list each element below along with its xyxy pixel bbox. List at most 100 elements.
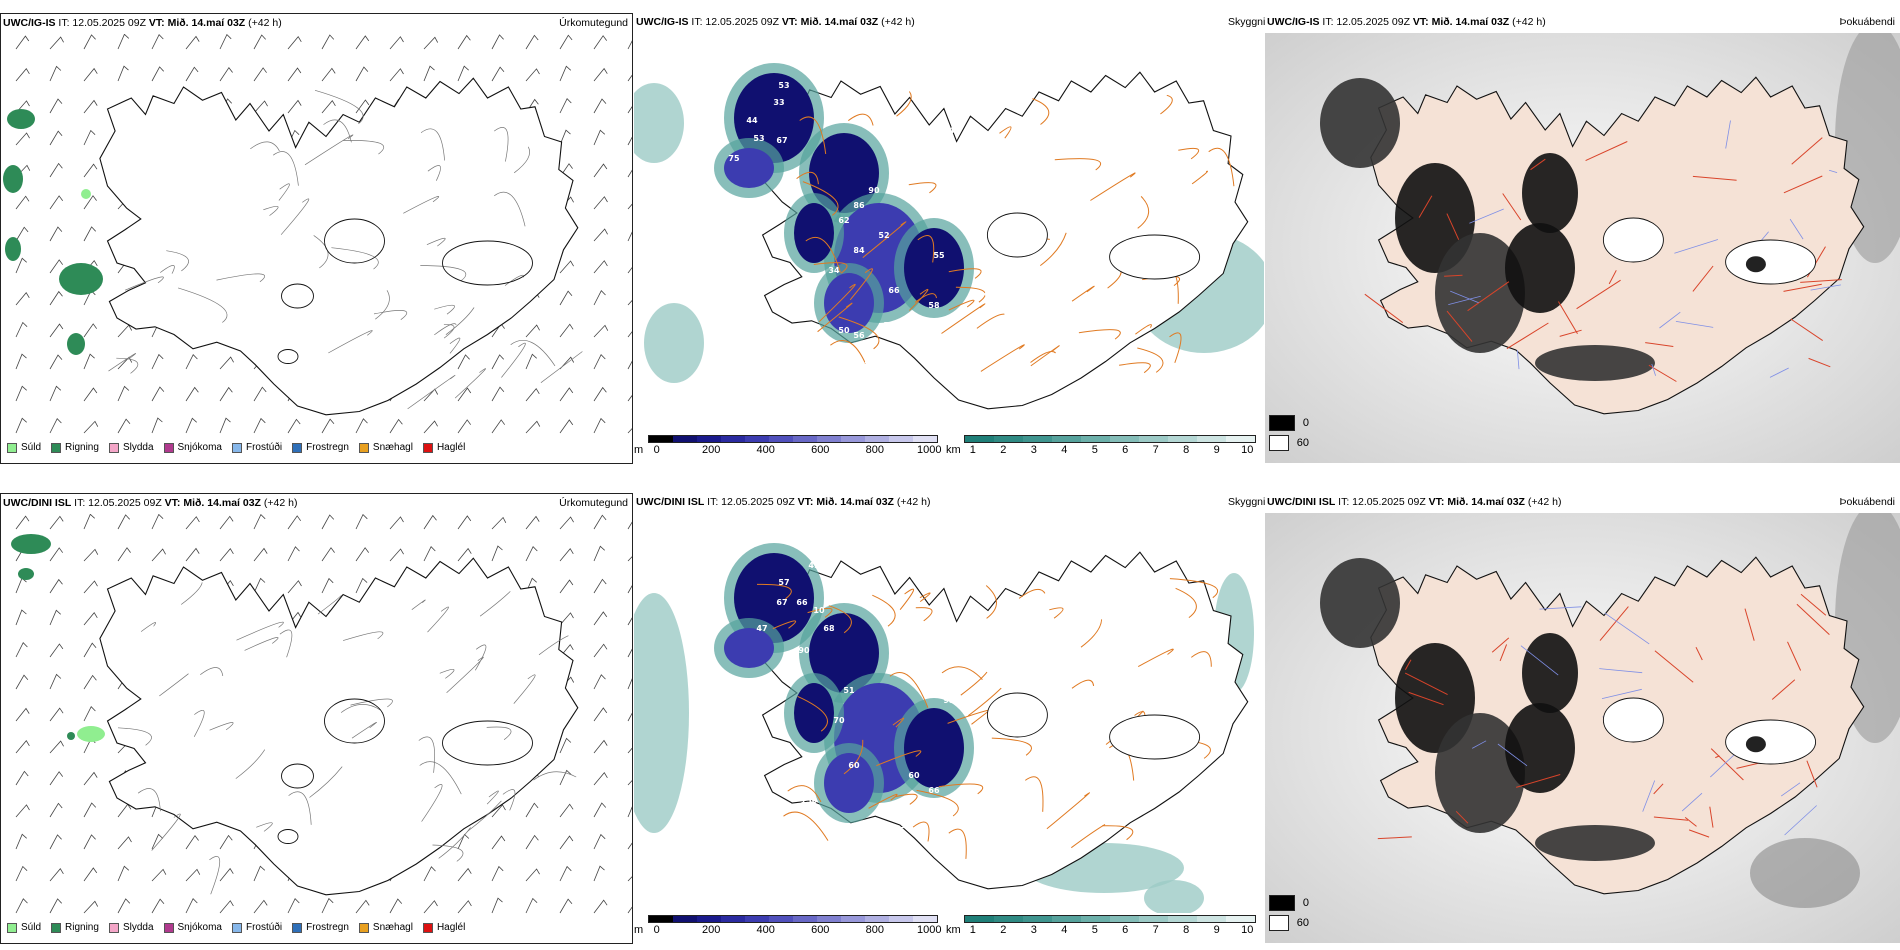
wind-barb xyxy=(151,548,166,562)
road xyxy=(1806,760,1818,788)
colorbar-tick: 9 xyxy=(1213,444,1220,456)
legend-item: Snjókoma xyxy=(163,922,222,933)
road xyxy=(1653,783,1664,795)
wind-barb xyxy=(491,419,506,434)
wind-barb xyxy=(83,67,98,82)
road xyxy=(180,582,203,605)
colorbar-step xyxy=(1110,436,1139,442)
fog-dense-area xyxy=(1745,736,1766,753)
cloud-base-label: 59 xyxy=(903,806,915,815)
road xyxy=(427,606,449,633)
wind-barb xyxy=(593,354,606,370)
wind-barb xyxy=(253,34,266,50)
wind-barb xyxy=(15,740,30,754)
colorbar-step xyxy=(673,436,697,442)
wind-barb xyxy=(83,514,95,530)
wind-barb xyxy=(253,899,268,914)
colorbar-tick: 5 xyxy=(1091,444,1098,456)
wind-barb xyxy=(593,545,605,562)
panel-title: Þokuábendi xyxy=(1839,496,1895,508)
colorbar-step xyxy=(769,436,793,442)
wind-barb xyxy=(593,833,606,850)
cloud-base-label: 84 xyxy=(853,246,865,255)
legend-label: Snjókoma xyxy=(177,442,222,453)
precip-map xyxy=(11,514,632,914)
road xyxy=(1071,679,1095,689)
road xyxy=(805,236,841,273)
road xyxy=(830,340,866,364)
road xyxy=(799,116,827,155)
wind-barb xyxy=(83,706,96,722)
wind-barb xyxy=(49,259,64,274)
wind-barb xyxy=(525,834,539,850)
wind-barb xyxy=(627,876,632,882)
road xyxy=(796,171,819,185)
cloud-base-colorbar: m 0 200 400 600 800 1000 xyxy=(634,435,942,457)
river xyxy=(1681,792,1703,812)
wind-barb xyxy=(559,98,572,114)
legend-item: Haglél xyxy=(422,442,465,453)
wind-barb xyxy=(457,387,472,402)
colorbar-tick: 0 xyxy=(653,444,660,456)
wind-barb xyxy=(321,897,334,914)
wind-barb xyxy=(593,290,606,306)
wind-barb xyxy=(423,388,439,402)
panel-title: Úrkomutegund xyxy=(559,497,628,509)
road xyxy=(418,736,435,773)
road xyxy=(486,726,512,740)
fog-dense-area xyxy=(1535,825,1655,861)
colorbar-tick: 6 xyxy=(1122,924,1129,936)
legend-item: Snjókoma xyxy=(163,442,222,453)
river xyxy=(1651,363,1656,376)
cloud-base-label: 75 xyxy=(728,154,740,163)
road xyxy=(1191,651,1212,667)
river xyxy=(1780,782,1801,797)
low-cloud-area xyxy=(724,148,774,188)
road xyxy=(159,264,175,274)
road xyxy=(454,368,486,399)
wind-barb xyxy=(559,356,575,370)
wind-barb xyxy=(49,578,63,594)
legend-item: Frostregn xyxy=(292,442,349,453)
rivers xyxy=(1448,120,1841,378)
wind-barb xyxy=(627,780,632,786)
wind-barb xyxy=(559,803,574,818)
legend-label: Frostúði xyxy=(245,922,283,933)
wind-barb xyxy=(593,196,608,210)
wind-barb xyxy=(491,516,507,530)
cloud-base-label: 57 xyxy=(938,811,949,820)
cloud-base-label: 60 xyxy=(908,771,920,780)
road xyxy=(889,672,929,708)
wind-barb xyxy=(287,67,302,82)
legend-label: Frostúði xyxy=(245,442,283,453)
wind-barb xyxy=(355,66,369,82)
road xyxy=(999,126,1012,139)
road xyxy=(533,771,577,781)
legend-item: Frostúði xyxy=(231,922,283,933)
road xyxy=(813,262,848,274)
colorbar-step xyxy=(913,436,937,442)
wind-barb xyxy=(117,324,133,338)
wind-barb xyxy=(593,386,607,402)
legend-item: Frostregn xyxy=(292,922,349,933)
road xyxy=(1800,593,1827,616)
wind-barb xyxy=(117,898,131,914)
cloud-base-label: 66 xyxy=(888,286,900,295)
wind-barb xyxy=(389,548,404,562)
wind-barb xyxy=(457,65,469,82)
road xyxy=(216,273,266,283)
wind-barb xyxy=(525,515,540,530)
wind-barb xyxy=(559,323,574,338)
road xyxy=(513,146,530,174)
road xyxy=(917,235,935,263)
wind-barb xyxy=(525,324,540,338)
legend-swatch xyxy=(163,922,174,933)
road xyxy=(340,704,381,713)
road xyxy=(828,605,852,634)
precip-type-legend: Súld Rigning Slydda Snjókoma Frostúði Frostre… xyxy=(7,442,465,453)
road xyxy=(351,721,377,739)
road xyxy=(493,191,526,227)
wind-barb xyxy=(49,834,62,850)
wind-barb xyxy=(49,868,64,882)
road xyxy=(439,669,455,679)
